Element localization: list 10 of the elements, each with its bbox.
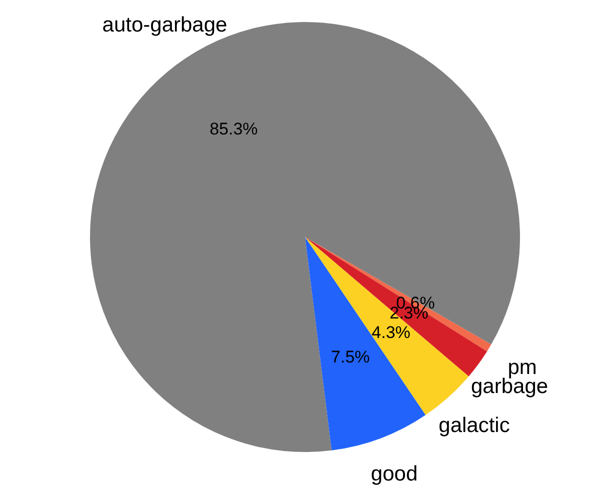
slice-label: good xyxy=(370,462,418,486)
slice-label: auto-garbage xyxy=(102,14,228,37)
data-label: 4.3% xyxy=(372,323,410,342)
slice-label: galactic xyxy=(438,414,510,437)
pie-slice xyxy=(305,237,469,416)
data-label: 7.5% xyxy=(331,348,370,367)
slice-label: pm xyxy=(508,356,537,379)
data-label: 85.3% xyxy=(210,120,258,139)
pie-slice xyxy=(305,237,488,376)
pie-slice xyxy=(305,237,492,352)
